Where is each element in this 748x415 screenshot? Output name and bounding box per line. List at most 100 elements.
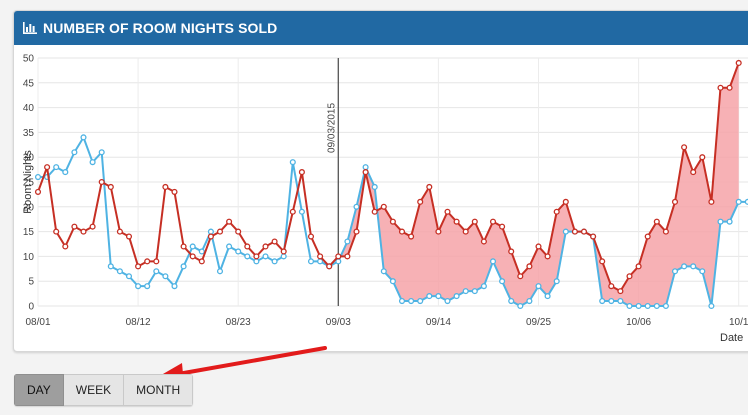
primary-series-point — [444, 208, 451, 215]
primary-series-point — [562, 198, 569, 205]
primary-series-point — [571, 228, 578, 235]
primary-series-point — [317, 253, 324, 260]
secondary-series-point — [699, 268, 706, 275]
primary-series-point — [307, 233, 315, 240]
primary-series-point — [189, 253, 196, 260]
primary-series-point — [271, 238, 278, 245]
secondary-series-point — [398, 297, 406, 305]
primary-series-point — [326, 263, 333, 270]
primary-series-point — [353, 228, 360, 235]
secondary-series-point — [107, 263, 114, 270]
primary-series-point — [198, 258, 205, 265]
y-tick-label: 45 — [23, 78, 35, 89]
primary-series-point — [499, 223, 506, 230]
primary-series-point — [690, 169, 697, 176]
secondary-series-point — [517, 302, 524, 310]
secondary-series-point — [235, 248, 242, 255]
secondary-series-point — [226, 243, 233, 250]
primary-series-point — [53, 228, 60, 235]
secondary-series-point — [708, 302, 715, 310]
secondary-series-point — [608, 297, 615, 305]
primary-series-point — [371, 208, 378, 215]
primary-series-point — [389, 218, 396, 225]
secondary-series-point — [453, 293, 460, 300]
primary-series-point — [180, 243, 187, 250]
y-tick-label: 10 — [23, 252, 35, 263]
primary-series-point — [298, 169, 305, 176]
primary-series-point — [380, 203, 387, 210]
primary-series-point — [135, 263, 142, 270]
primary-series-point — [289, 208, 296, 215]
secondary-series-point — [89, 159, 96, 166]
week-button[interactable]: WEEK — [63, 374, 125, 406]
y-tick-label: 20 — [23, 202, 35, 213]
primary-series-point — [34, 188, 42, 195]
secondary-series-point — [671, 268, 679, 275]
secondary-series-point — [289, 159, 296, 166]
secondary-series-point — [216, 268, 224, 275]
secondary-series-point — [435, 293, 442, 300]
secondary-series-point — [171, 283, 178, 290]
x-tick-label: 09/14 — [426, 317, 451, 328]
secondary-series-point — [471, 288, 478, 295]
primary-series-point — [708, 198, 715, 205]
panel-header: NUMBER OF ROOM NIGHTS SOLD — [14, 11, 748, 45]
x-tick-label: 10/1 — [729, 317, 748, 328]
primary-series-point — [517, 273, 524, 280]
secondary-series-point — [389, 278, 396, 285]
primary-series-point — [671, 198, 679, 205]
primary-series-point — [426, 183, 433, 191]
secondary-series-point — [116, 268, 123, 275]
x-tick-label: 09/25 — [526, 317, 551, 328]
primary-series-point — [489, 218, 497, 225]
primary-series-point — [544, 253, 551, 260]
secondary-series-point — [71, 149, 78, 156]
y-tick-label: 5 — [28, 277, 34, 288]
primary-series-point — [62, 243, 69, 250]
primary-series-point — [244, 243, 251, 250]
primary-series-point — [171, 188, 178, 195]
panel-title: NUMBER OF ROOM NIGHTS SOLD — [43, 20, 278, 36]
secondary-series-point — [535, 283, 542, 290]
primary-series-point — [116, 228, 123, 235]
room-nights-chart: 0 5 10 15 20 25 30 35 40 45 50 08/01 08/12 08/23 09/03… — [22, 54, 748, 344]
primary-series-point — [162, 183, 169, 191]
y-tick-label: 15 — [23, 227, 35, 238]
primary-series-point — [408, 233, 415, 240]
primary-series-point — [253, 253, 260, 260]
primary-series-point — [662, 228, 669, 235]
y-tick-label: 30 — [23, 153, 35, 164]
secondary-series-point — [735, 198, 742, 205]
secondary-series-point — [153, 268, 160, 275]
secondary-series-point — [135, 283, 142, 290]
primary-series-point — [335, 253, 342, 260]
day-button[interactable]: DAY — [14, 374, 64, 406]
primary-series-point — [471, 218, 478, 225]
primary-series-point — [280, 248, 287, 255]
secondary-series-point — [271, 258, 278, 265]
secondary-series-point — [681, 263, 688, 270]
primary-series-point — [717, 84, 724, 91]
secondary-series-point — [307, 258, 315, 265]
secondary-series-point — [599, 297, 606, 305]
room-nights-panel: 0 5 10 15 20 25 30 35 40 45 50 08/01 08/12 08/23 09/03… — [13, 10, 748, 352]
secondary-series-point — [262, 253, 269, 260]
secondary-series-point — [298, 208, 305, 215]
primary-series-point — [125, 233, 133, 240]
y-axis-title: Room Nights — [22, 150, 34, 214]
primary-series-point — [608, 283, 615, 290]
primary-series-point — [80, 228, 87, 235]
secondary-series-point — [34, 173, 42, 181]
primary-series-point — [262, 243, 269, 250]
primary-series-point — [653, 218, 660, 225]
primary-series-point — [435, 228, 442, 235]
primary-series-point — [599, 258, 606, 265]
primary-series-point — [235, 228, 242, 235]
secondary-series-point — [617, 297, 624, 305]
y-tick-label: 0 — [28, 302, 34, 313]
primary-series-point — [535, 243, 542, 250]
secondary-series-point — [544, 293, 551, 300]
month-button[interactable]: MONTH — [124, 374, 194, 406]
secondary-series-point — [444, 297, 451, 305]
secondary-series-point — [717, 218, 724, 225]
